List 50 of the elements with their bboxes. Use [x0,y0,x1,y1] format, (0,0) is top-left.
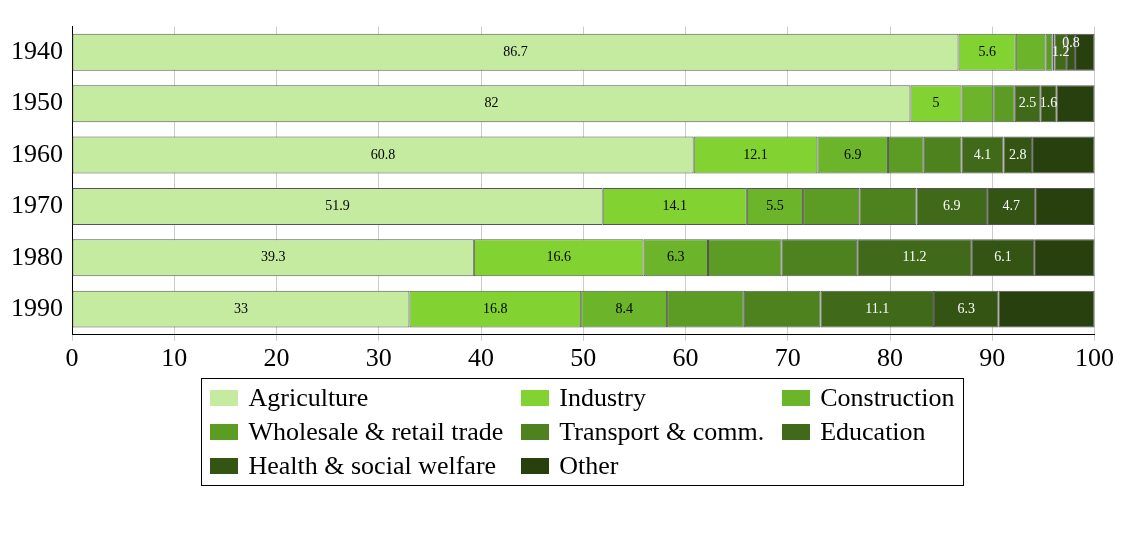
y-tick-label: 1980 [11,241,63,271]
legend-label: Health & social welfare [248,451,497,481]
y-tick-label: 1970 [11,190,63,220]
data-label: 6.9 [843,146,862,162]
data-label: 39.3 [260,249,286,265]
data-label: 4.7 [1002,198,1020,214]
data-label: 82 [484,95,499,111]
y-tick-label: 1990 [11,292,63,322]
data-label: 33 [233,300,248,316]
data-label: 5.6 [978,43,996,59]
data-label: 6.9 [943,198,961,214]
x-tick-label: 100 [1075,343,1114,373]
x-tick-label: 90 [979,343,1006,373]
legend-label: Construction [820,383,955,413]
x-tick-label: 0 [65,343,79,373]
y-tick-label: 1940 [11,36,63,66]
data-label: 5.5 [766,198,784,214]
x-tick-label: 30 [365,343,392,373]
y-tick-label: 1960 [11,138,63,168]
legend-label: Education [820,417,926,447]
data-label: 8.4 [615,300,633,316]
data-label: 14.1 [662,198,688,214]
y-tick-label: 1950 [11,87,63,117]
legend-label: Other [559,451,619,481]
data-label: 11.1 [865,300,890,316]
x-tick-label: 40 [468,343,494,373]
data-label: 51.9 [325,198,350,214]
x-tick-label: 70 [774,343,801,373]
data-label: 11.2 [902,249,927,265]
x-tick-label: 50 [570,343,597,373]
x-tick-label: 20 [263,343,290,373]
data-label: 2.8 [1009,146,1027,162]
data-label: 6.3 [957,300,975,316]
data-label: 4.1 [973,146,992,162]
data-label: 6.1 [994,249,1012,265]
data-label: 16.8 [483,300,508,316]
data-label: 6.3 [667,249,685,265]
data-label: 16.6 [546,249,571,265]
data-label: 5 [932,95,940,111]
x-tick-label: 10 [161,343,188,373]
data-label: 12.1 [743,146,768,162]
data-label: 86.7 [503,43,528,59]
legend-label: Transport & comm. [559,417,765,447]
data-label: 2.5 [1018,95,1037,111]
legend-label: Agriculture [248,383,369,413]
x-tick-label: 60 [672,343,699,373]
data-label: 60.8 [370,146,396,162]
legend-label: Wholesale & retail trade [248,417,504,447]
legend-label: Industry [559,383,646,413]
x-tick-label: 80 [877,343,903,373]
